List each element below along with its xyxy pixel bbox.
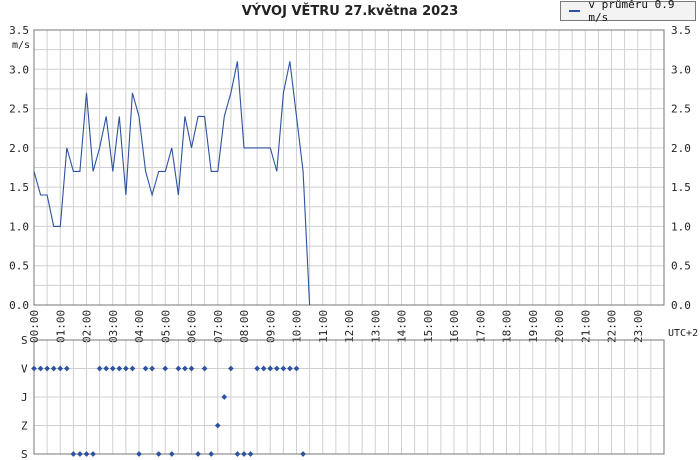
direction-point [175, 365, 182, 372]
x-tick-label: 18:00 [501, 310, 514, 343]
y-tick-label-right: 3.5 [671, 24, 691, 37]
direction-point [37, 365, 44, 372]
x-tick-label: 02:00 [81, 310, 94, 343]
direction-point [228, 365, 234, 372]
x-tick-label: 04:00 [133, 310, 146, 343]
y-tick-label-left: 2.5 [9, 103, 29, 116]
direction-point [195, 451, 201, 457]
direction-point [214, 422, 221, 429]
x-tick-label: 08:00 [238, 310, 251, 343]
y-tick-label-right: 2.0 [671, 142, 691, 155]
direction-point [123, 365, 129, 372]
direction-point [201, 365, 208, 372]
direction-point [300, 451, 306, 457]
x-tick-label: 07:00 [212, 310, 225, 343]
y-tick-label-left: 0.5 [9, 260, 29, 273]
direction-point [293, 365, 300, 372]
x-tick-label: 09:00 [264, 310, 277, 343]
direction-point [90, 451, 96, 457]
legend-box: v průměru 0.9 m/s [560, 0, 696, 24]
direction-point [136, 451, 142, 457]
y-tick-label-left: 3.5 [9, 24, 29, 37]
direction-point [221, 394, 228, 400]
dir-tick-label: S [21, 448, 28, 460]
y-tick-label-left: 3.0 [9, 63, 29, 76]
direction-point [254, 365, 260, 372]
direction-point [182, 365, 188, 372]
direction-point [208, 451, 215, 457]
direction-point [57, 365, 64, 372]
x-tick-label: 01:00 [54, 310, 67, 343]
direction-point [267, 365, 274, 372]
x-tick-label: 06:00 [186, 310, 199, 343]
direction-point [103, 365, 110, 372]
plot-frame [33, 29, 665, 306]
y-tick-label-right: 0.0 [671, 299, 691, 312]
y-tick-label-left: 2.0 [9, 142, 29, 155]
direction-point [241, 451, 247, 457]
y-tick-label-right: 2.5 [671, 103, 691, 116]
legend-label: v průměru 0.9 m/s [588, 0, 675, 24]
y-tick-label-right: 1.0 [671, 220, 691, 233]
y-axis-unit: m/s [12, 40, 30, 51]
direction-point [162, 365, 169, 372]
x-tick-label: 22:00 [606, 310, 619, 343]
dir-tick-label: J [21, 391, 28, 404]
direction-point [116, 365, 123, 372]
direction-point [96, 365, 103, 372]
dir-tick-label: S [21, 334, 28, 347]
dir-tick-label: Z [21, 420, 28, 433]
direction-point [50, 365, 57, 372]
x-tick-label: 19:00 [527, 310, 540, 343]
direction-point [168, 451, 175, 457]
direction-point [109, 365, 116, 372]
direction-point [260, 365, 267, 372]
x-tick-label: 13:00 [369, 310, 382, 343]
direction-point [234, 451, 241, 457]
x-tick-label: 14:00 [396, 310, 409, 343]
x-tick-label: 03:00 [107, 310, 120, 343]
direction-point [129, 365, 136, 372]
direction-point [31, 365, 37, 372]
direction-point [188, 365, 195, 372]
x-tick-label: 21:00 [579, 310, 592, 343]
x-tick-label: 00:00 [28, 310, 41, 343]
x-tick-label: 20:00 [553, 310, 566, 343]
x-tick-label: 23:00 [632, 310, 645, 343]
x-axis-note: UTC+2 [668, 328, 698, 339]
direction-point [83, 451, 90, 457]
dir-tick-label: V [21, 363, 28, 376]
direction-point [287, 365, 293, 372]
x-tick-label: 15:00 [422, 310, 435, 343]
direction-point [70, 451, 77, 457]
direction-point [273, 365, 280, 372]
y-tick-label-right: 3.0 [671, 63, 691, 76]
x-tick-label: 17:00 [474, 310, 487, 343]
y-tick-label-left: 1.0 [9, 220, 29, 233]
x-tick-label: 12:00 [343, 310, 356, 343]
direction-point [142, 365, 149, 372]
direction-point [77, 451, 83, 457]
y-tick-label-left: 0.0 [9, 299, 29, 312]
y-tick-label-left: 1.5 [9, 181, 29, 194]
direction-point [44, 365, 50, 372]
direction-point [63, 365, 70, 372]
y-tick-label-right: 0.5 [671, 260, 691, 273]
speed-series-line [33, 61, 311, 306]
legend-swatch [569, 10, 581, 12]
x-tick-label: 16:00 [448, 310, 461, 343]
x-tick-label: 10:00 [291, 310, 304, 343]
y-tick-label-right: 1.5 [671, 181, 691, 194]
direction-point [247, 451, 254, 457]
chart-title: VÝVOJ VĚTRU 27.května 2023 [241, 4, 459, 19]
x-tick-label: 11:00 [317, 310, 330, 343]
x-tick-label: 05:00 [159, 310, 172, 343]
direction-point [280, 365, 287, 372]
dir-plot-frame [33, 339, 665, 455]
direction-point [149, 365, 155, 372]
direction-point [155, 451, 162, 457]
